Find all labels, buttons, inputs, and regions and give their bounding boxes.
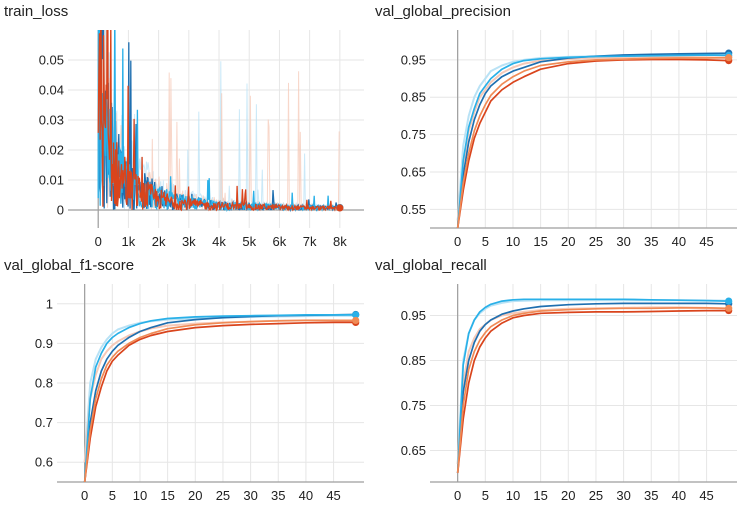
x-tick-label: 20 [188,488,202,503]
x-tick-label: 5 [109,488,116,503]
x-tick-label: 4k [212,234,226,249]
series-line [83,319,356,463]
plot-area [456,52,729,228]
x-tick-label: 8k [333,234,347,249]
series-line [456,55,729,221]
x-tick-label: 25 [589,234,603,249]
series-line [456,56,729,228]
x-tick-label: 5k [242,234,256,249]
x-tick-label: 10 [506,488,520,503]
x-tick-label: 15 [533,488,547,503]
series-line [456,307,729,474]
series-end-marker [725,304,733,312]
x-tick-label: 25 [216,488,230,503]
y-tick-label: 0.8 [35,376,53,391]
series-end-marker [352,316,360,325]
plot-area [456,298,729,474]
series-line [83,319,356,482]
x-tick-label: 40 [299,488,313,503]
series-line [83,314,356,482]
series-line [456,302,729,474]
y-tick-label: 0.7 [35,415,53,430]
x-tick-label: 45 [699,488,713,503]
x-tick-label: 15 [533,234,547,249]
y-tick-label: 0.85 [401,353,426,368]
x-tick-label: 45 [326,488,340,503]
series-end-marker [725,297,733,305]
x-tick-label: 1k [122,234,136,249]
x-tick-label: 0 [454,234,461,249]
plot-area [83,313,356,482]
x-tick-label: 25 [589,488,603,503]
y-tick-label: 0.65 [401,443,426,458]
chart-title: train_loss [4,3,69,20]
y-tick-label: 0.02 [39,143,64,158]
x-tick-label: 5 [482,234,489,249]
x-tick-label: 30 [616,488,630,503]
chart-svg[interactable]: 0 1k 2k 3k 4k 5k 6k 7k 8k 0 0.01 0.02 0.03 0.04 0.05 [0,0,371,254]
x-tick-label: 40 [672,234,686,249]
series-end-marker [725,54,733,62]
chart-panel-train-loss: train_loss 0 1k 2k 3k 4k 5k 6k 7k 8k 0 0.01 0.02 0.0… [0,0,371,254]
x-tick-label: 30 [616,234,630,249]
series-end-marker [352,311,360,319]
x-tick-label: 15 [160,488,174,503]
chart-panel-val-global-precision: val_global_precision 0 5 10 15 20 25 30 35 40 45 0… [371,0,742,254]
y-tick-label: 0.6 [35,455,53,470]
y-tick-label: 0.85 [401,90,426,105]
y-tick-label: 1 [46,296,53,311]
y-tick-label: 0.01 [39,173,64,188]
series-line [456,52,729,228]
series-line [456,306,729,465]
series-line [456,298,729,474]
x-tick-label: 40 [672,488,686,503]
y-tick-label: 0.03 [39,113,64,128]
chart-panel-val-global-f1-score: val_global_f1-score 0 5 10 15 20 25 30 35 40 45 0.… [0,254,371,508]
x-tick-label: 45 [699,234,713,249]
series-line [456,52,729,221]
y-tick-label: 0.04 [39,83,64,98]
x-tick-label: 30 [243,488,257,503]
chart-svg[interactable]: 0 5 10 15 20 25 30 35 40 45 0.6 0.7 0.8 0.9 1 [0,254,371,508]
y-tick-label: 0.75 [401,398,426,413]
series-line [456,58,729,228]
x-tick-label: 35 [644,488,658,503]
x-tick-label: 35 [644,234,658,249]
x-tick-label: 10 [133,488,147,503]
chart-title: val_global_precision [375,3,511,20]
series-end-marker [336,204,344,212]
series-line [97,30,340,212]
chart-panel-val-global-recall: val_global_recall 0 5 10 15 20 25 30 35 40 45 0.65… [371,254,742,508]
series-line [456,309,729,474]
y-tick-label: 0.95 [401,308,426,323]
series-line [83,313,356,482]
x-tick-label: 35 [271,488,285,503]
chart-title: val_global_recall [375,257,487,274]
x-tick-label: 7k [303,234,317,249]
y-tick-label: 0.9 [35,336,53,351]
y-tick-label: 0.55 [401,202,426,217]
x-tick-label: 2k [152,234,166,249]
plot-area [97,30,341,213]
y-tick-label: 0.65 [401,164,426,179]
x-tick-label: 20 [561,488,575,503]
x-tick-label: 10 [506,234,520,249]
x-tick-label: 6k [273,234,287,249]
x-tick-label: 0 [454,488,461,503]
x-tick-label: 5 [482,488,489,503]
x-tick-label: 3k [182,234,196,249]
y-tick-label: 0.95 [401,52,426,67]
series-line [83,321,356,482]
chart-title: val_global_f1-score [4,257,135,274]
x-tick-label: 0 [81,488,88,503]
x-tick-label: 0 [95,234,102,249]
series-line [456,54,729,228]
y-tick-label: 0.75 [401,127,426,142]
chart-svg[interactable]: 0 5 10 15 20 25 30 35 40 45 0.55 0.65 0.75 0.85 0.95 [371,0,742,254]
y-tick-label: 0.05 [39,53,64,68]
chart-svg[interactable]: 0 5 10 15 20 25 30 35 40 45 0.65 0.75 0.85 0.95 [371,254,742,508]
x-tick-label: 20 [561,234,575,249]
y-tick-label: 0 [57,203,64,218]
